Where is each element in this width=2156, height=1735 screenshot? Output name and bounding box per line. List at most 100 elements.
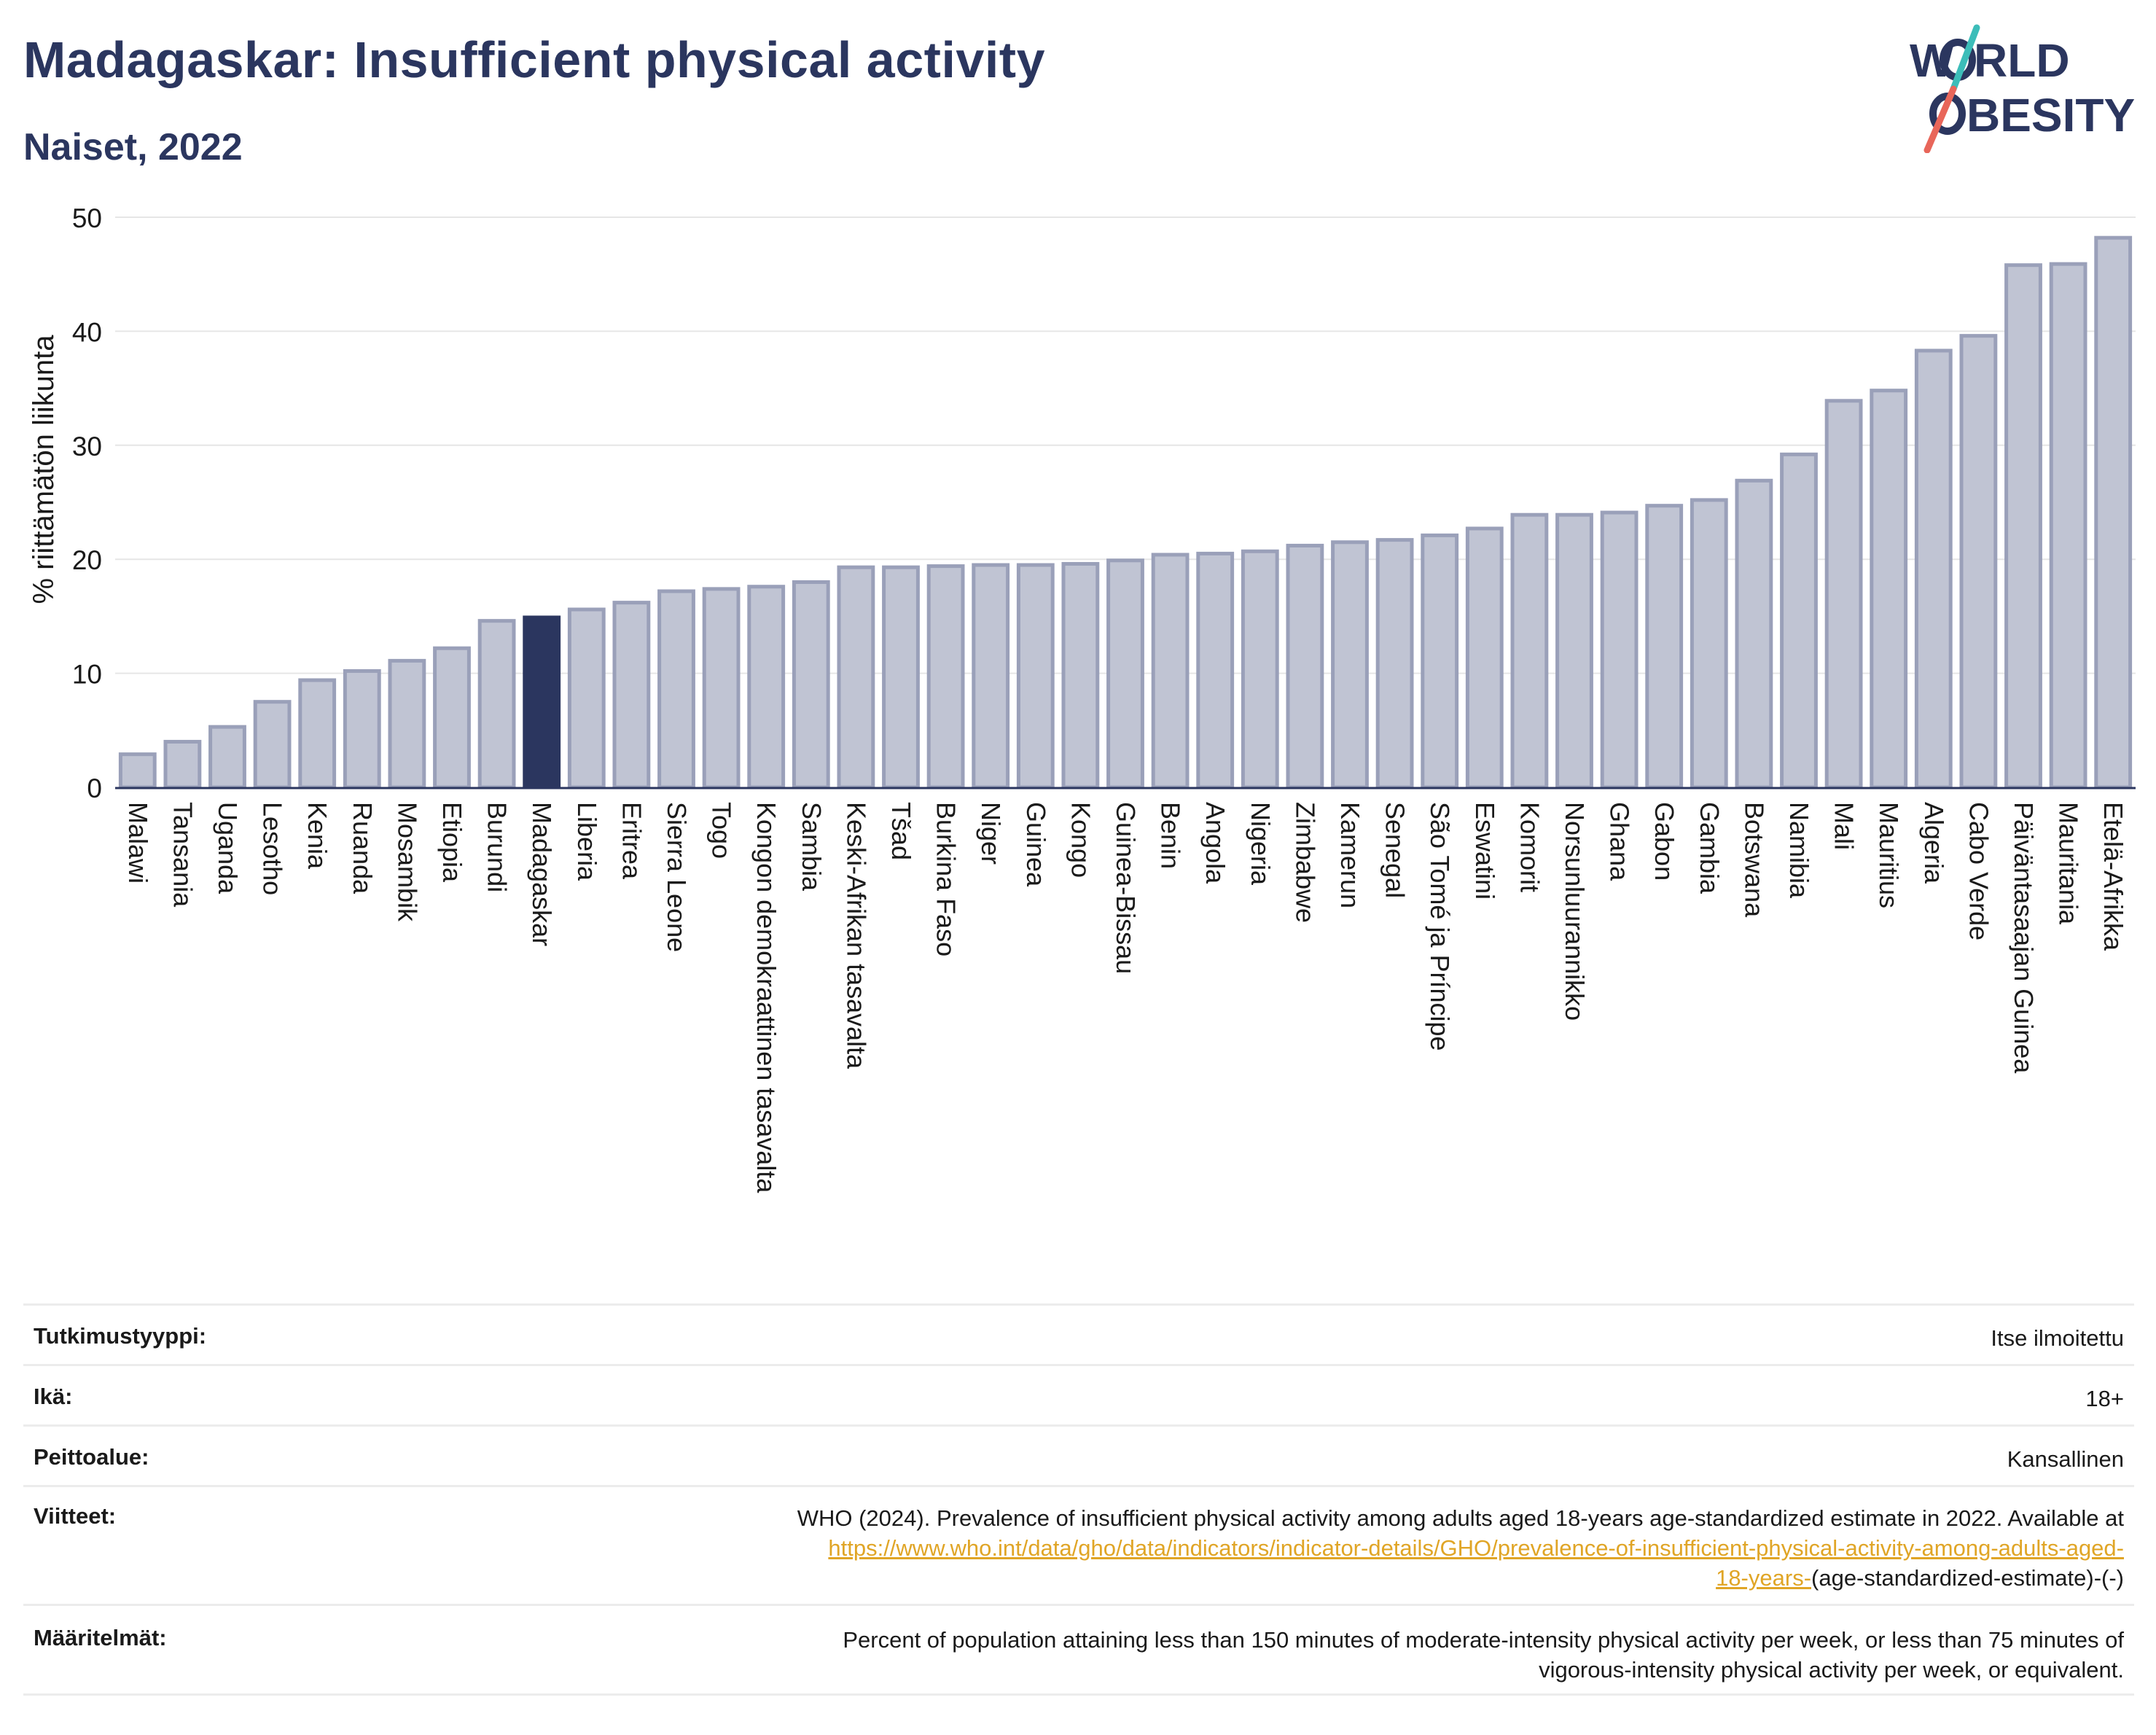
x-tick-label: Etiopia (437, 802, 467, 883)
bar-chart: 0 10 20 30 40 50 Malawi Tansania Uganda Lesotho K… (28, 203, 2136, 1193)
x-tick-label: Guinea-Bissau (1111, 802, 1141, 974)
x-tick-label: Tansania (168, 802, 198, 908)
definitions-line-2: vigorous-intensity physical activity per… (1539, 1657, 2124, 1683)
x-tick-label: Liberia (572, 802, 602, 881)
meta-row-study-type: Tutkimustyyppi: Itse ilmoitettu (23, 1303, 2134, 1365)
logo-text-w: W (1910, 34, 1954, 87)
x-tick-label: Norsunluurannikko (1560, 802, 1590, 1021)
x-tick-label: Angola (1200, 802, 1230, 884)
references-value: WHO (2024). Prevalence of insufficient p… (321, 1485, 2134, 1605)
x-tick-label: Malawi (123, 802, 153, 884)
x-tick-label: Uganda (213, 802, 243, 894)
y-tick-label: 40 (72, 317, 102, 347)
definitions-line-1: Percent of population attaining less tha… (843, 1627, 2124, 1653)
bar (657, 589, 695, 789)
x-tick-label: Ghana (1605, 802, 1635, 881)
x-tick-label: Botswana (1739, 802, 1769, 918)
bar (1421, 533, 1459, 789)
x-tick-label: Ruanda (348, 802, 378, 894)
y-tick-label: 20 (72, 545, 102, 575)
bar (1331, 540, 1369, 789)
metadata-table: Tutkimustyyppi: Itse ilmoitettu Ikä: 18+… (23, 1303, 2134, 1696)
bar (1286, 543, 1324, 789)
bar (1061, 561, 1100, 789)
x-tick-label: Kamerun (1335, 802, 1365, 908)
bar (1241, 549, 1279, 789)
bars (118, 235, 2133, 789)
bar (1690, 498, 1728, 789)
x-tick-label: Senegal (1380, 802, 1410, 898)
x-tick-label: Guinea (1021, 802, 1051, 887)
x-tick-label: Kenia (302, 802, 332, 870)
bar (837, 565, 875, 789)
bar (1016, 563, 1055, 789)
x-tick-label: Gabon (1649, 802, 1679, 881)
bar (1106, 558, 1144, 789)
x-tick-label: Burundi (483, 802, 512, 892)
bar (1735, 478, 1773, 789)
bar (1914, 348, 1953, 789)
definitions-value: Percent of population attaining less tha… (321, 1604, 2134, 1696)
bar (1870, 389, 1908, 789)
y-tick-label: 10 (72, 660, 102, 690)
x-tick-label: Togo (707, 802, 737, 859)
age-label: Ikä: (23, 1364, 321, 1426)
bar (2004, 263, 2042, 789)
x-tick-label: Komorit (1515, 802, 1544, 892)
bar (567, 607, 606, 789)
bar (1151, 553, 1190, 789)
meta-row-age: Ikä: 18+ (23, 1364, 2134, 1426)
x-axis-tick-labels: Malawi Tansania Uganda Lesotho Kenia Ruanda Mo… (123, 802, 2128, 1193)
world-obesity-logo: W RLD BESITY (1910, 24, 2135, 153)
x-tick-label: Zimbabwe (1290, 802, 1320, 923)
bar (298, 678, 337, 789)
bar-highlighted (523, 615, 561, 789)
study-type-label: Tutkimustyyppi: (23, 1303, 321, 1365)
bar (2049, 262, 2087, 789)
bar (747, 585, 786, 789)
bar (1959, 334, 1998, 789)
bar (612, 601, 651, 789)
references-text: WHO (2024). Prevalence of insufficient p… (797, 1505, 2124, 1531)
meta-row-coverage: Peittoalue: Kansallinen (23, 1424, 2134, 1486)
bar (972, 563, 1010, 789)
x-tick-label: Niger (976, 802, 1006, 865)
x-tick-label: Kongo (1066, 802, 1095, 878)
x-tick-label: Namibia (1784, 802, 1814, 899)
x-tick-label: Mosambik (392, 802, 422, 922)
x-tick-label: Mali (1829, 802, 1859, 850)
y-tick-label: 0 (87, 773, 102, 803)
chart-subtitle: Naiset, 2022 (23, 126, 243, 168)
bar (2094, 235, 2133, 789)
logo-slash-teal (1950, 24, 1980, 93)
coverage-value: Kansallinen (321, 1424, 2134, 1486)
x-tick-label: Etelä-Afrikka (2098, 802, 2128, 951)
x-tick-label: Eritrea (617, 802, 647, 880)
x-tick-label: Mauritania (2054, 802, 2084, 925)
bar (882, 565, 920, 789)
bar (926, 564, 965, 789)
bar (388, 658, 426, 789)
y-tick-label: 50 (72, 203, 102, 233)
meta-row-definitions: Määritelmät: Percent of population attai… (23, 1604, 2134, 1696)
x-tick-label: Kongon demokraattinen tasavalta (751, 802, 781, 1193)
age-value: 18+ (321, 1364, 2134, 1426)
x-tick-label: Tšad (886, 802, 916, 860)
references-link-2[interactable]: 18-years- (1716, 1565, 1812, 1591)
x-tick-label: Sambia (797, 802, 827, 892)
x-tick-label: Algeria (1919, 802, 1949, 884)
definitions-label: Määritelmät: (23, 1604, 321, 1696)
x-tick-label: Keski-Afrikan tasavalta (841, 802, 871, 1069)
bar (343, 668, 381, 789)
bar (1196, 551, 1235, 789)
bar (433, 646, 471, 789)
x-tick-label: Burkina Faso (931, 802, 961, 956)
x-tick-label: Päiväntasaajan Guinea (2009, 802, 2039, 1074)
bar (253, 700, 292, 789)
bar (118, 752, 157, 789)
x-tick-label: Cabo Verde (1964, 802, 1993, 940)
x-tick-label: Sierra Leone (662, 802, 692, 952)
references-suffix: (age-standardized-estimate)-(-) (1811, 1565, 2124, 1591)
references-link-1[interactable]: https://www.who.int/data/gho/data/indica… (828, 1535, 2124, 1561)
bar (1375, 538, 1414, 789)
